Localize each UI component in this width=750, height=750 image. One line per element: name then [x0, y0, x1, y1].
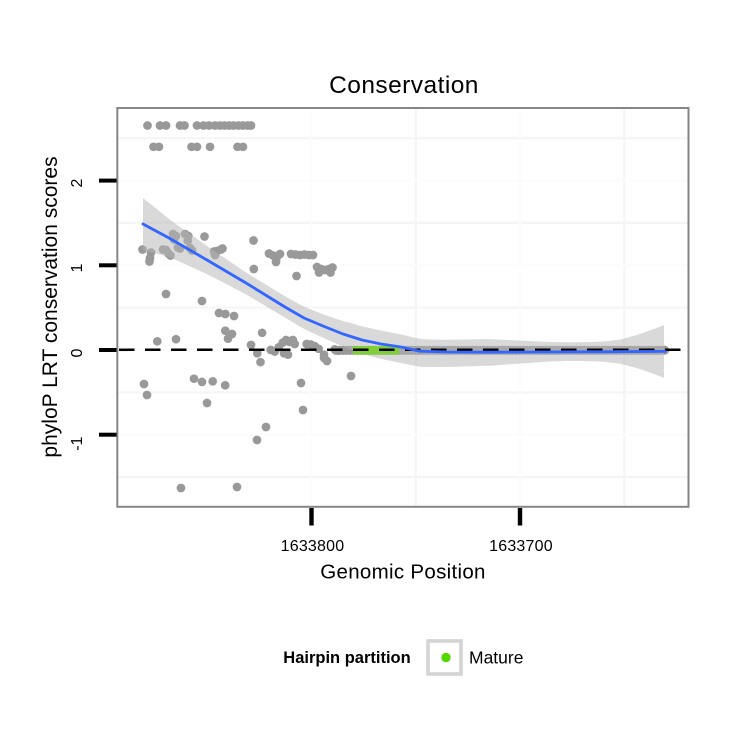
svg-text:0: 0: [69, 348, 86, 357]
svg-text:-1: -1: [69, 436, 86, 450]
svg-text:1633700: 1633700: [489, 538, 553, 555]
svg-text:2: 2: [69, 179, 86, 188]
svg-text:Genomic Position: Genomic Position: [320, 561, 485, 584]
svg-text:Mature: Mature: [469, 648, 523, 668]
svg-text:phyloP LRT conservation scores: phyloP LRT conservation scores: [39, 156, 62, 457]
svg-text:Conservation: Conservation: [329, 72, 479, 99]
svg-text:Hairpin partition: Hairpin partition: [283, 649, 410, 667]
svg-text:1: 1: [69, 264, 86, 273]
svg-text:1633800: 1633800: [281, 538, 345, 555]
